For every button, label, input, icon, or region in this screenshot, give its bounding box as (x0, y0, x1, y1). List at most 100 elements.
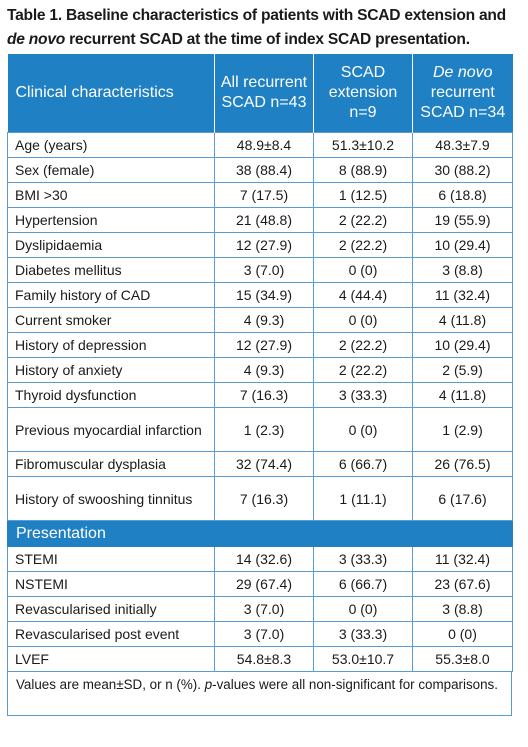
table-row: Thyroid dysfunction 7 (16.3) 3 (33.3) 4 (11… (7, 382, 513, 408)
cell-de-novo: 3 (8.8) (412, 257, 513, 283)
cell-all-recurrent: 3 (7.0) (214, 621, 314, 647)
table-row: Previous myocardial infarction 1 (2.3) 0 (… (7, 407, 513, 452)
row-label: NSTEMI (7, 571, 215, 597)
cell-de-novo: 55.3±8.0 (412, 646, 513, 672)
cell-scad-extension: 1 (11.1) (313, 476, 413, 521)
cell-scad-extension: 0 (0) (313, 307, 413, 333)
row-label: LVEF (7, 646, 215, 672)
row-label: BMI >30 (7, 182, 215, 208)
cell-scad-extension: 51.3±10.2 (313, 132, 413, 158)
cell-de-novo: 1 (2.9) (412, 407, 513, 452)
cell-scad-extension: 8 (88.9) (313, 157, 413, 183)
caption-text: Table 1. Baseline characteristics of pat… (7, 7, 506, 24)
cell-de-novo: 19 (55.9) (412, 207, 513, 233)
table-row: STEMI 14 (32.6) 3 (33.3) 11 (32.4) (7, 546, 513, 572)
table-footnote: Values are mean±SD, or n (%). p-values w… (7, 672, 512, 716)
header-de-novo: De novo recurrent SCAD n=34 (412, 54, 513, 133)
cell-de-novo: 6 (17.6) (412, 476, 513, 521)
header-row: Clinical characteristics All recurrent S… (7, 54, 513, 133)
row-label: Hypertension (7, 207, 215, 233)
header-clinical-characteristics: Clinical characteristics (7, 54, 215, 133)
cell-all-recurrent: 38 (88.4) (214, 157, 314, 183)
cell-de-novo: 23 (67.6) (412, 571, 513, 597)
table-row: NSTEMI 29 (67.4) 6 (66.7) 23 (67.6) (7, 571, 513, 597)
cell-de-novo: 11 (32.4) (412, 546, 513, 572)
cell-scad-extension: 3 (33.3) (313, 546, 413, 572)
row-label: STEMI (7, 546, 215, 572)
row-label: History of swooshing tinnitus (7, 476, 215, 521)
cell-de-novo: 0 (0) (412, 621, 513, 647)
header-all-recurrent: All recurrent SCAD n=43 (214, 54, 314, 133)
cell-scad-extension: 1 (12.5) (313, 182, 413, 208)
table-row: BMI >30 7 (17.5) 1 (12.5) 6 (18.8) (7, 182, 513, 208)
caption-italic-text: de novo (7, 31, 66, 48)
row-label: Sex (female) (7, 157, 215, 183)
cell-de-novo: 4 (11.8) (412, 382, 513, 408)
cell-de-novo: 48.3±7.9 (412, 132, 513, 158)
table-row: Hypertension 21 (48.8) 2 (22.2) 19 (55.9) (7, 207, 513, 233)
cell-scad-extension: 2 (22.2) (313, 207, 413, 233)
table-row: Diabetes mellitus 3 (7.0) 0 (0) 3 (8.8) (7, 257, 513, 283)
table-body: Age (years) 48.9±8.4 51.3±10.2 48.3±7.9 Sex … (7, 132, 513, 672)
cell-de-novo: 2 (5.9) (412, 357, 513, 383)
footnote-italic: p (204, 677, 213, 692)
cell-scad-extension: 2 (22.2) (313, 357, 413, 383)
cell-de-novo: 4 (11.8) (412, 307, 513, 333)
cell-scad-extension: 2 (22.2) (313, 232, 413, 258)
table-row: Sex (female) 38 (88.4) 8 (88.9) 30 (88.2) (7, 157, 513, 183)
section-header-presentation: Presentation (7, 520, 513, 547)
cell-scad-extension: 6 (66.7) (313, 571, 413, 597)
cell-scad-extension: 6 (66.7) (313, 451, 413, 477)
cell-scad-extension: 3 (33.3) (313, 621, 413, 647)
cell-all-recurrent: 7 (16.3) (214, 476, 314, 521)
table-row: History of anxiety 4 (9.3) 2 (22.2) 2 (5.9) (7, 357, 513, 383)
cell-scad-extension: 0 (0) (313, 257, 413, 283)
table-caption: Table 1. Baseline characteristics of pat… (6, 0, 522, 54)
cell-de-novo: 3 (8.8) (412, 596, 513, 622)
table-figure: Table 1. Baseline characteristics of pat… (6, 0, 522, 716)
footnote-text-end: -values were all non-significant for com… (212, 677, 498, 692)
cell-all-recurrent: 14 (32.6) (214, 546, 314, 572)
row-label: Current smoker (7, 307, 215, 333)
cell-de-novo: 30 (88.2) (412, 157, 513, 183)
cell-all-recurrent: 3 (7.0) (214, 257, 314, 283)
cell-de-novo: 10 (29.4) (412, 332, 513, 358)
cell-scad-extension: 3 (33.3) (313, 382, 413, 408)
table-row: History of swooshing tinnitus 7 (16.3) 1 (… (7, 476, 513, 521)
cell-all-recurrent: 12 (27.9) (214, 332, 314, 358)
cell-scad-extension: 4 (44.4) (313, 282, 413, 308)
cell-all-recurrent: 4 (9.3) (214, 357, 314, 383)
row-label: Revascularised initially (7, 596, 215, 622)
row-label: Previous myocardial infarction (7, 407, 215, 452)
row-label: History of depression (7, 332, 215, 358)
row-label: Dyslipidaemia (7, 232, 215, 258)
cell-de-novo: 26 (76.5) (412, 451, 513, 477)
cell-all-recurrent: 15 (34.9) (214, 282, 314, 308)
caption-text-end: recurrent SCAD at the time of index SCAD… (65, 31, 470, 48)
cell-de-novo: 6 (18.8) (412, 182, 513, 208)
footnote-text: Values are mean±SD, or n (%). (16, 677, 205, 692)
cell-all-recurrent: 48.9±8.4 (214, 132, 314, 158)
table-row: History of depression 12 (27.9) 2 (22.2) 10… (7, 332, 513, 358)
row-label: Fibromuscular dysplasia (7, 451, 215, 477)
cell-all-recurrent: 29 (67.4) (214, 571, 314, 597)
cell-all-recurrent: 12 (27.9) (214, 232, 314, 258)
cell-de-novo: 10 (29.4) (412, 232, 513, 258)
row-label: Thyroid dysfunction (7, 382, 215, 408)
cell-all-recurrent: 7 (17.5) (214, 182, 314, 208)
cell-all-recurrent: 21 (48.8) (214, 207, 314, 233)
characteristics-table: Clinical characteristics All recurrent S… (7, 54, 513, 672)
cell-scad-extension: 0 (0) (313, 407, 413, 452)
cell-scad-extension: 2 (22.2) (313, 332, 413, 358)
row-label: History of anxiety (7, 357, 215, 383)
row-label: Diabetes mellitus (7, 257, 215, 283)
row-label: Revascularised post event (7, 621, 215, 647)
table-row: Family history of CAD 15 (34.9) 4 (44.4) 11… (7, 282, 513, 308)
table-row: Revascularised post event 3 (7.0) 3 (33.3)… (7, 621, 513, 647)
cell-scad-extension: 53.0±10.7 (313, 646, 413, 672)
cell-all-recurrent: 3 (7.0) (214, 596, 314, 622)
header-scad-extension: SCAD extension n=9 (313, 54, 413, 133)
cell-all-recurrent: 4 (9.3) (214, 307, 314, 333)
cell-all-recurrent: 32 (74.4) (214, 451, 314, 477)
table-row: Age (years) 48.9±8.4 51.3±10.2 48.3±7.9 (7, 132, 513, 158)
